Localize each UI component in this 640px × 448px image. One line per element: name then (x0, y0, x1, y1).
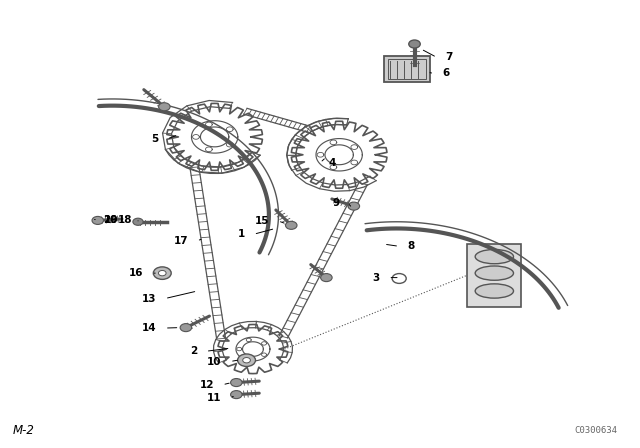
Text: 11: 11 (207, 393, 221, 403)
Ellipse shape (475, 250, 513, 264)
Circle shape (159, 271, 166, 276)
Text: 16: 16 (129, 268, 143, 278)
Text: 5: 5 (151, 134, 159, 144)
Text: 7: 7 (445, 52, 452, 62)
Circle shape (243, 358, 250, 363)
Circle shape (392, 274, 406, 284)
Text: C0300634: C0300634 (574, 426, 617, 435)
Ellipse shape (475, 266, 513, 280)
Circle shape (230, 391, 242, 399)
Circle shape (180, 323, 191, 332)
Text: 2: 2 (190, 346, 197, 356)
Text: 6: 6 (443, 69, 450, 78)
Text: 4: 4 (328, 158, 335, 168)
Text: 20: 20 (103, 215, 117, 224)
Circle shape (321, 274, 332, 282)
Circle shape (154, 267, 172, 280)
Text: 14: 14 (142, 323, 157, 333)
Circle shape (159, 103, 170, 111)
Ellipse shape (475, 284, 513, 298)
Text: 17: 17 (174, 236, 188, 246)
Text: 3: 3 (372, 272, 380, 283)
Text: M-2: M-2 (12, 425, 34, 438)
Text: 13: 13 (142, 293, 157, 304)
Circle shape (230, 379, 242, 387)
Circle shape (133, 218, 143, 225)
Text: 1: 1 (238, 229, 245, 239)
Circle shape (285, 221, 297, 229)
Bar (388, 59, 426, 79)
Text: 19: 19 (104, 215, 118, 224)
Circle shape (237, 354, 255, 366)
Circle shape (409, 40, 420, 48)
Circle shape (92, 216, 104, 224)
Circle shape (348, 202, 360, 210)
Bar (384, 56, 430, 82)
Text: 12: 12 (200, 380, 214, 390)
Text: 8: 8 (408, 241, 415, 251)
Text: 18: 18 (118, 215, 132, 224)
Bar (467, 244, 521, 306)
Text: 9: 9 (332, 198, 339, 207)
Text: 15: 15 (255, 216, 269, 226)
Text: 10: 10 (207, 357, 221, 366)
